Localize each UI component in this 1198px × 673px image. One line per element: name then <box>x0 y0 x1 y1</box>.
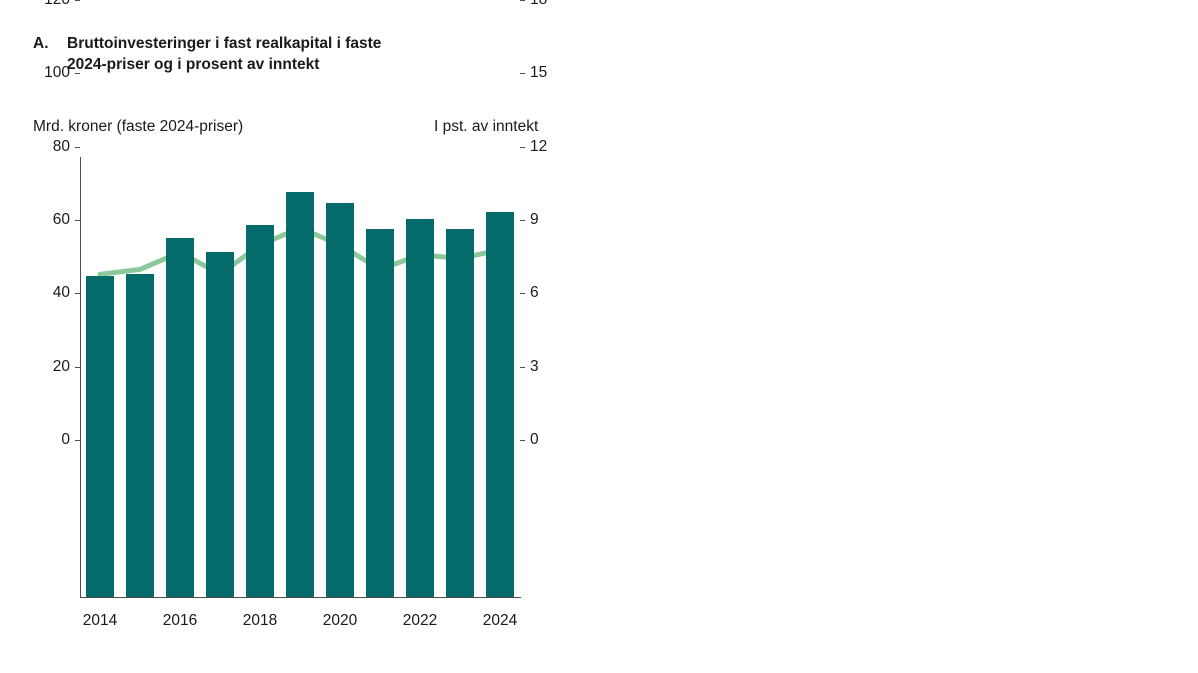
panel-a-bar-2022 <box>406 219 434 597</box>
panel-a-left-tickmark-20 <box>75 366 80 368</box>
panel-a-left-tick-60: 60 <box>52 211 70 228</box>
panel-a-x-tick-2014: 2014 <box>82 612 118 629</box>
panel-a-left-tick-100: 100 <box>44 64 70 82</box>
panel-a-bar-2021 <box>366 228 394 597</box>
panel-a-right-tick-6: 6 <box>530 284 539 302</box>
panel-a-bar-2018 <box>246 224 274 597</box>
panel-a-right-tick-12: 12 <box>530 137 548 155</box>
panel-a-x-tick-2022: 2022 <box>402 612 438 629</box>
panel-a-bar-2017 <box>206 252 234 597</box>
panel-a-right-tickmark-12 <box>520 146 525 148</box>
panel-a-x-axis-line <box>80 597 521 598</box>
panel-a-right-tick-15: 15 <box>530 64 548 82</box>
panel-a-right-tickmark-6 <box>520 293 525 295</box>
panel-a-right-tickmark-15 <box>520 73 525 75</box>
panel-a-chart: A. Bruttoinvesteringer i fast realkapita… <box>20 0 580 634</box>
panel-a-left-axis-caption: Mrd. kroner (faste 2024-priser) <box>33 118 244 135</box>
panel-a-right-tickmark-18 <box>520 0 525 1</box>
panel-a-bar-2016 <box>166 237 194 597</box>
panel-a-left-tick-0: 0 <box>61 431 70 448</box>
panel-a-left-tickmark-60 <box>75 220 80 221</box>
panel-a-right-tick-labels: 0 3 6 9 12 15 18 <box>520 0 580 448</box>
panel-a-bar-2020 <box>326 202 354 597</box>
panel-a-y-axis-line <box>80 157 81 598</box>
panel-a-title-line1: Bruttoinvesteringer i fast realkapital i… <box>67 35 382 52</box>
panel-a-left-tickmark-120 <box>75 0 80 1</box>
panel-a-letter: A. <box>33 35 49 52</box>
panel-a-plot-area <box>80 157 520 597</box>
panel-a-left-tick-80: 80 <box>52 137 70 155</box>
panel-a-bar-2014 <box>86 276 114 597</box>
panel-a-right-tickmark-9 <box>520 220 525 221</box>
panel-a-right-tick-0: 0 <box>530 431 539 448</box>
panel-a-bar-2019 <box>286 191 314 597</box>
panel-a-right-tick-3: 3 <box>530 357 539 375</box>
panel-a-right-tick-9: 9 <box>530 211 539 228</box>
panel-a-x-tick-2016: 2016 <box>162 612 198 629</box>
panel-a-x-tick-2018: 2018 <box>242 612 278 629</box>
panel-a-left-tick-labels: 0 20 40 60 80 100 120 <box>20 0 80 448</box>
panel-a-bar-2023 <box>446 228 474 597</box>
panel-a-left-tickmark-40 <box>75 293 80 295</box>
panel-a-right-tickmark-0 <box>520 440 525 441</box>
panel-a-x-tick-labels: 2014 2016 2018 2020 2022 2024 <box>80 612 521 634</box>
panel-a-bar-2024 <box>486 212 514 597</box>
panel-a-title: A. Bruttoinvesteringer i fast realkapita… <box>33 33 553 75</box>
panel-a-left-tickmark-80 <box>75 146 80 148</box>
panel-a-right-tickmark-3 <box>520 366 525 368</box>
panel-a-bar-2015 <box>126 274 154 597</box>
panel-a-right-tick-18: 18 <box>530 0 547 8</box>
panel-a-right-axis-caption: I pst. av inntekt <box>434 118 539 135</box>
panel-a-left-tickmark-100 <box>75 73 80 75</box>
panel-a-title-line2: 2024-priser og i prosent av inntekt <box>67 56 320 73</box>
panel-a-left-tick-20: 20 <box>52 357 70 375</box>
panel-a-title-text: Bruttoinvesteringer i fast realkapital i… <box>67 33 381 75</box>
panel-a-left-tickmark-0 <box>75 440 80 441</box>
panel-b-chart: B. Bruttoinvesteringsutgifter etter sekt… <box>598 0 1198 673</box>
panel-a-left-tick-120: 120 <box>44 0 70 8</box>
panel-a-x-tick-2024: 2024 <box>482 612 518 629</box>
panel-a-x-tick-2020: 2020 <box>322 612 358 629</box>
panel-a-left-tick-40: 40 <box>52 284 70 302</box>
